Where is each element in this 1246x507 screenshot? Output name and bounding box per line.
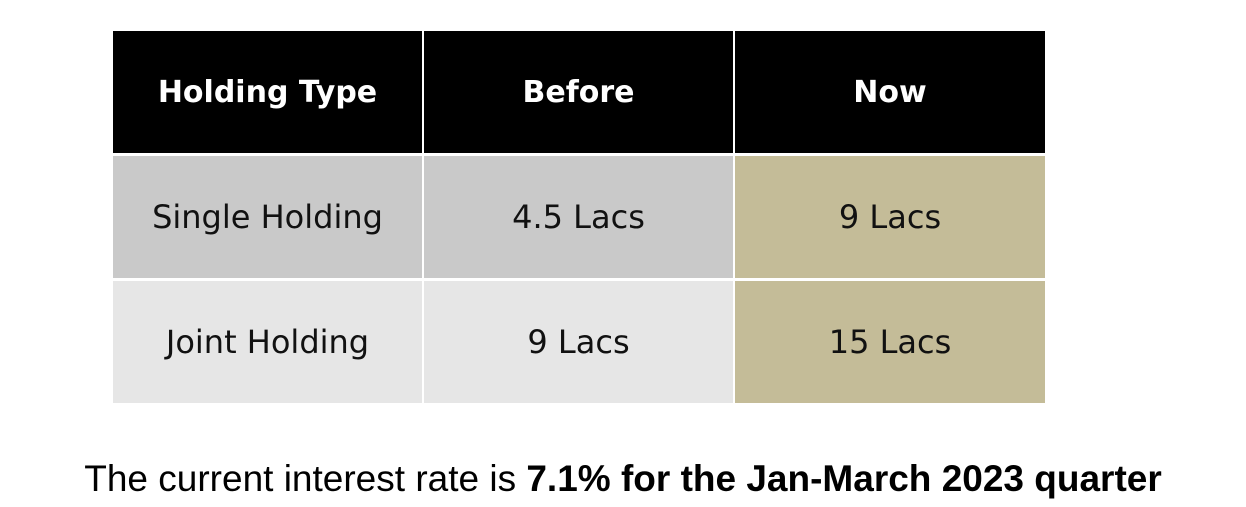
header-before: Before <box>424 31 733 153</box>
interest-rate-note: The current interest rate is 7.1% for th… <box>0 458 1246 500</box>
cell-joint-holding-before: 9 Lacs <box>424 281 733 403</box>
cell-single-holding-type: Single Holding <box>113 156 422 278</box>
header-now: Now <box>735 31 1045 153</box>
cell-single-holding-before: 4.5 Lacs <box>424 156 733 278</box>
header-holding-type: Holding Type <box>113 31 422 153</box>
interest-rate-note-plain: The current interest rate is <box>84 458 527 499</box>
cell-joint-holding-type: Joint Holding <box>113 281 422 403</box>
holding-limits-table: Holding Type Before Now Single Holding 4… <box>113 31 1045 403</box>
interest-rate-note-bold: 7.1% for the Jan-March 2023 quarter <box>526 458 1162 499</box>
cell-joint-holding-now: 15 Lacs <box>735 281 1045 403</box>
cell-single-holding-now: 9 Lacs <box>735 156 1045 278</box>
